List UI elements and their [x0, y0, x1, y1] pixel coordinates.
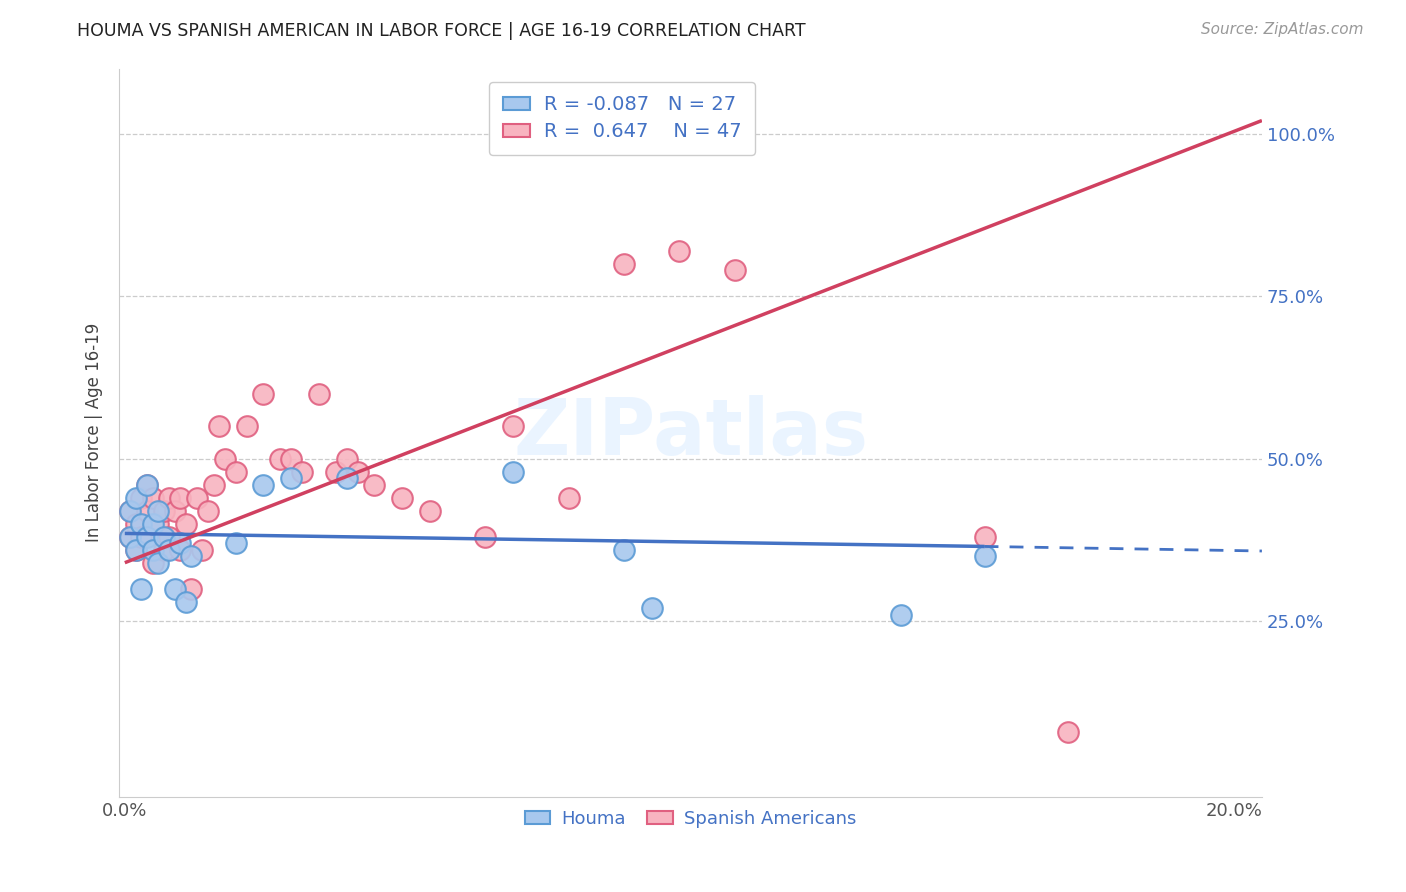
Point — [142, 556, 165, 570]
Point — [163, 582, 186, 596]
Point — [169, 491, 191, 505]
Point — [291, 465, 314, 479]
Point — [131, 516, 153, 531]
Point — [346, 465, 368, 479]
Point — [142, 491, 165, 505]
Point — [668, 244, 690, 258]
Point — [157, 491, 180, 505]
Point — [157, 530, 180, 544]
Point — [169, 536, 191, 550]
Text: Source: ZipAtlas.com: Source: ZipAtlas.com — [1201, 22, 1364, 37]
Point — [180, 549, 202, 564]
Point — [724, 263, 747, 277]
Point — [174, 516, 197, 531]
Point — [502, 465, 524, 479]
Point — [180, 582, 202, 596]
Point — [419, 504, 441, 518]
Point — [613, 257, 636, 271]
Point — [136, 504, 159, 518]
Point — [225, 465, 247, 479]
Y-axis label: In Labor Force | Age 16-19: In Labor Force | Age 16-19 — [86, 323, 103, 542]
Point — [152, 530, 174, 544]
Point — [208, 419, 231, 434]
Point — [174, 595, 197, 609]
Point — [336, 471, 359, 485]
Point — [142, 516, 165, 531]
Point — [152, 504, 174, 518]
Point — [146, 556, 169, 570]
Point — [225, 536, 247, 550]
Point — [157, 542, 180, 557]
Point — [336, 451, 359, 466]
Point — [280, 471, 302, 485]
Point — [363, 477, 385, 491]
Point — [236, 419, 259, 434]
Point — [136, 477, 159, 491]
Point — [136, 530, 159, 544]
Text: ZIPatlas: ZIPatlas — [513, 394, 868, 471]
Point — [202, 477, 225, 491]
Point — [502, 419, 524, 434]
Point — [125, 516, 148, 531]
Text: HOUMA VS SPANISH AMERICAN IN LABOR FORCE | AGE 16-19 CORRELATION CHART: HOUMA VS SPANISH AMERICAN IN LABOR FORCE… — [77, 22, 806, 40]
Point — [120, 504, 142, 518]
Point — [252, 386, 274, 401]
Point — [125, 491, 148, 505]
Point — [136, 477, 159, 491]
Point — [146, 516, 169, 531]
Point — [557, 491, 579, 505]
Point — [973, 549, 995, 564]
Point — [142, 542, 165, 557]
Point — [1056, 724, 1078, 739]
Point — [131, 491, 153, 505]
Point — [197, 504, 219, 518]
Point — [214, 451, 236, 466]
Point — [391, 491, 413, 505]
Point — [613, 542, 636, 557]
Point — [269, 451, 291, 466]
Point — [973, 530, 995, 544]
Point — [131, 582, 153, 596]
Point — [125, 542, 148, 557]
Point — [120, 504, 142, 518]
Point — [169, 542, 191, 557]
Point — [641, 601, 664, 615]
Point — [280, 451, 302, 466]
Point — [186, 491, 208, 505]
Point — [146, 504, 169, 518]
Point — [163, 504, 186, 518]
Point — [325, 465, 347, 479]
Point — [252, 477, 274, 491]
Point — [120, 530, 142, 544]
Point — [308, 386, 330, 401]
Point — [890, 607, 912, 622]
Point — [191, 542, 214, 557]
Legend: Houma, Spanish Americans: Houma, Spanish Americans — [517, 803, 863, 835]
Point — [120, 530, 142, 544]
Point — [125, 542, 148, 557]
Point — [152, 542, 174, 557]
Point — [131, 530, 153, 544]
Point — [474, 530, 496, 544]
